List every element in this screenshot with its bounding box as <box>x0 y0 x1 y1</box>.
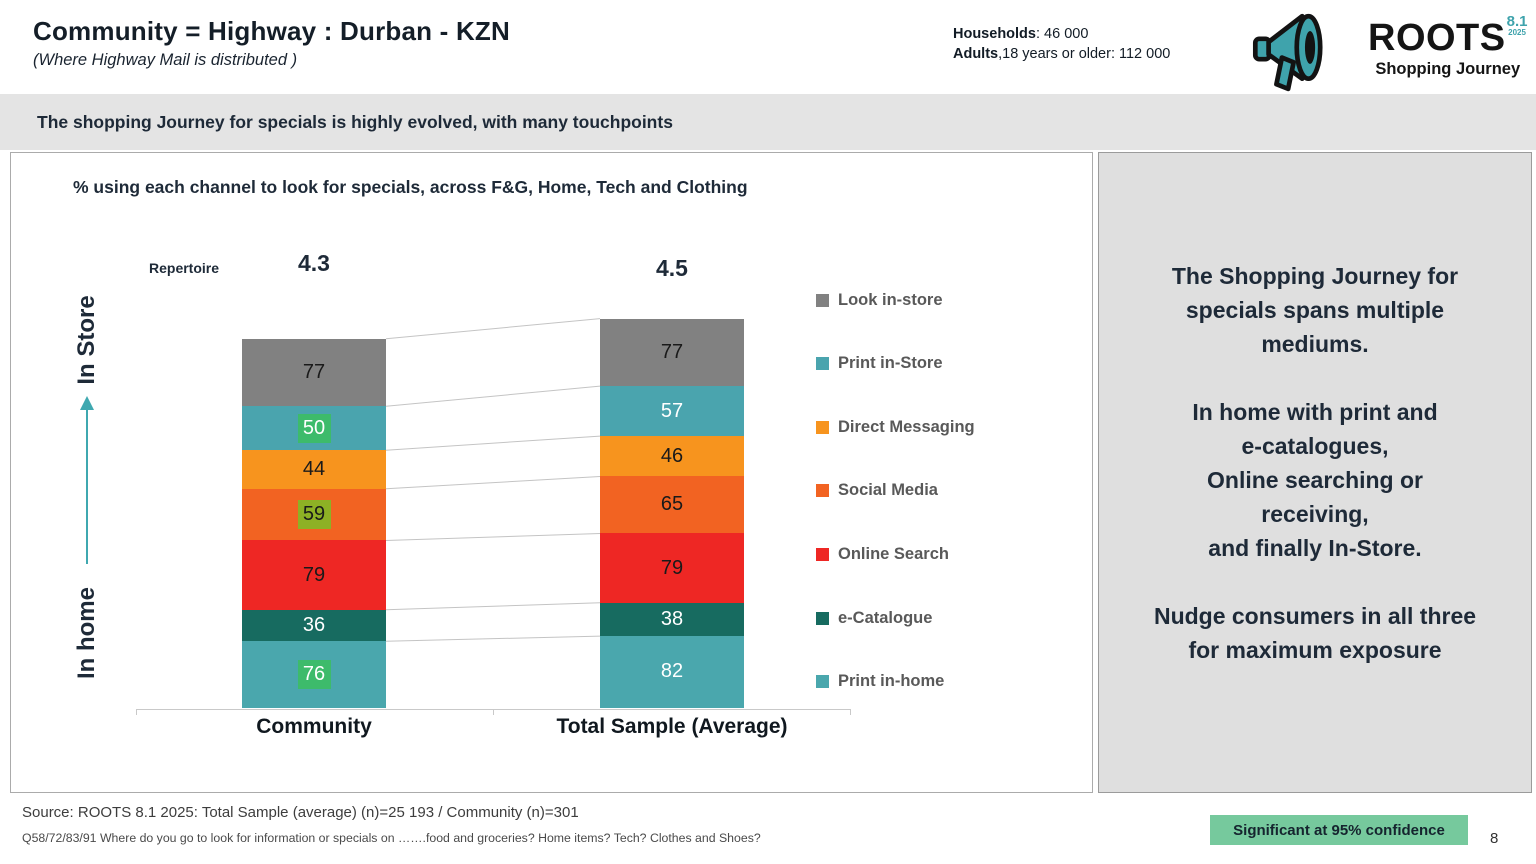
value-label: 57 <box>660 399 684 422</box>
legend-label: Social Media <box>838 481 938 500</box>
question-note: Q58/72/83/91 Where do you go to look for… <box>22 831 761 845</box>
insight-panel: The Shopping Journey for specials spans … <box>1098 152 1532 793</box>
repertoire-value-total: 4.5 <box>656 255 688 281</box>
households-label: Households <box>953 26 1036 42</box>
legend-swatch <box>816 420 829 434</box>
significance-badge: Significant at 95% confidence <box>1210 815 1468 845</box>
source-note: Source: ROOTS 8.1 2025: Total Sample (av… <box>22 804 579 821</box>
legend-item-look-in-store: Look in-store <box>816 290 943 310</box>
legend-item-social-media: Social Media <box>816 481 938 501</box>
chart-panel: % using each channel to look for special… <box>10 152 1093 793</box>
page-subtitle: (Where Highway Mail is distributed ) <box>33 51 298 69</box>
logo-brand: ROOTS <box>1368 17 1506 59</box>
value-label: 79 <box>660 556 684 579</box>
adults-value: ,18 years or older: 112 000 <box>998 46 1171 62</box>
segment-online-search: 79 <box>600 533 744 603</box>
segment-e-catalogue: 38 <box>600 602 744 636</box>
adults-label: Adults <box>953 46 999 62</box>
roots-logo: ROOTS 8.1 2025 Shopping Journey <box>1244 6 1530 92</box>
value-label: 77 <box>302 361 326 384</box>
category-label-total-sample: Total Sample (Average) <box>556 715 788 738</box>
value-label: 36 <box>302 614 326 637</box>
banner-text: The shopping Journey for specials is hig… <box>37 111 673 132</box>
value-label-highlighted: 59 <box>297 500 331 530</box>
insight-paragraph-1: The Shopping Journey for specials spans … <box>1171 263 1459 357</box>
households-stat: Households: 46 000 <box>953 24 1170 44</box>
logo-version-year: 2025 <box>1508 28 1526 37</box>
logo-version-number: 8.1 <box>1506 13 1528 30</box>
legend-item-e-catalogue: e-Catalogue <box>816 608 932 628</box>
segment-look-in-store: 77 <box>600 318 744 387</box>
axis-tick <box>850 709 851 715</box>
legend-swatch <box>816 675 829 689</box>
legend-item-online-search: Online Search <box>816 544 949 564</box>
legend-label: e-Catalogue <box>838 608 933 627</box>
segment-social-media: 65 <box>600 476 744 534</box>
insight-paragraph-3: Nudge consumers in all three for maximum… <box>1153 603 1477 663</box>
up-arrow-icon <box>80 396 94 564</box>
axis-tick <box>493 709 494 715</box>
legend-label: Print in-home <box>838 672 945 691</box>
value-label: 77 <box>660 340 684 363</box>
value-label: 46 <box>660 444 684 467</box>
legend-swatch <box>816 611 829 625</box>
legend-label: Look in-store <box>838 290 943 309</box>
insight-text: The Shopping Journey for specials spans … <box>1099 153 1531 667</box>
segment-print-in-home: 82 <box>600 635 744 708</box>
logo-version: 8.1 2025 <box>1507 14 1528 38</box>
category-label-community: Community <box>256 715 372 738</box>
legend-swatch <box>816 484 829 498</box>
segment-print-in-store: 50 <box>242 406 386 451</box>
header: Community = Highway : Durban - KZN (Wher… <box>0 0 1536 94</box>
chart-area: 77 50 44 59 79 36 76 Community 77 57 46 65 79 38 82 Tot… <box>11 153 1092 792</box>
legend-item-direct-messaging: Direct Messaging <box>816 417 975 437</box>
banner: The shopping Journey for specials is hig… <box>0 94 1536 150</box>
segment-direct-messaging: 46 <box>600 436 744 477</box>
repertoire-label: Repertoire <box>149 260 220 276</box>
logo-product: Shopping Journey <box>1375 60 1521 78</box>
legend-swatch <box>816 357 829 371</box>
insight-paragraph-2: In home with print and e-catalogues, Onl… <box>1192 399 1438 561</box>
segment-direct-messaging: 44 <box>242 450 386 489</box>
value-label: 65 <box>660 493 684 516</box>
value-label: 38 <box>660 607 684 630</box>
stats-block: Households: 46 000 Adults,18 years or ol… <box>953 24 1170 64</box>
stacked-bar-community: 77 50 44 59 79 36 76 <box>242 338 386 709</box>
value-label-highlighted: 50 <box>297 413 331 443</box>
bar-connector-lines <box>386 318 600 642</box>
value-label-highlighted: 76 <box>297 660 331 690</box>
legend-item-print-in-home: Print in-home <box>816 672 944 692</box>
value-label: 82 <box>660 660 684 683</box>
axis-tick <box>136 709 137 715</box>
value-label: 79 <box>302 563 326 586</box>
chart-title: % using each channel to look for special… <box>73 177 748 197</box>
repertoire-value-community: 4.3 <box>298 250 330 276</box>
legend-label: Direct Messaging <box>838 417 975 436</box>
households-value: : 46 000 <box>1035 26 1089 42</box>
legend-swatch <box>816 547 829 561</box>
megaphone-icon <box>1252 13 1323 92</box>
legend-swatch <box>816 293 829 307</box>
legend-item-print-in-store: Print in-Store <box>816 354 943 374</box>
page-number: 8 <box>1490 830 1499 847</box>
legend-label: Online Search <box>838 544 949 563</box>
adults-stat: Adults,18 years or older: 112 000 <box>953 44 1170 64</box>
segment-print-in-store: 57 <box>600 386 744 437</box>
segment-social-media: 59 <box>242 488 386 541</box>
segment-look-in-store: 77 <box>242 338 386 407</box>
page-title: Community = Highway : Durban - KZN <box>33 16 510 46</box>
value-label: 44 <box>302 457 326 480</box>
legend-label: Print in-Store <box>838 354 943 373</box>
segment-print-in-home: 76 <box>242 641 386 709</box>
stacked-bar-total-sample: 77 57 46 65 79 38 82 <box>600 318 744 708</box>
segment-e-catalogue: 36 <box>242 609 386 642</box>
segment-online-search: 79 <box>242 540 386 610</box>
logo-text: ROOTS 8.1 2025 Shopping Journey <box>1368 14 1527 79</box>
